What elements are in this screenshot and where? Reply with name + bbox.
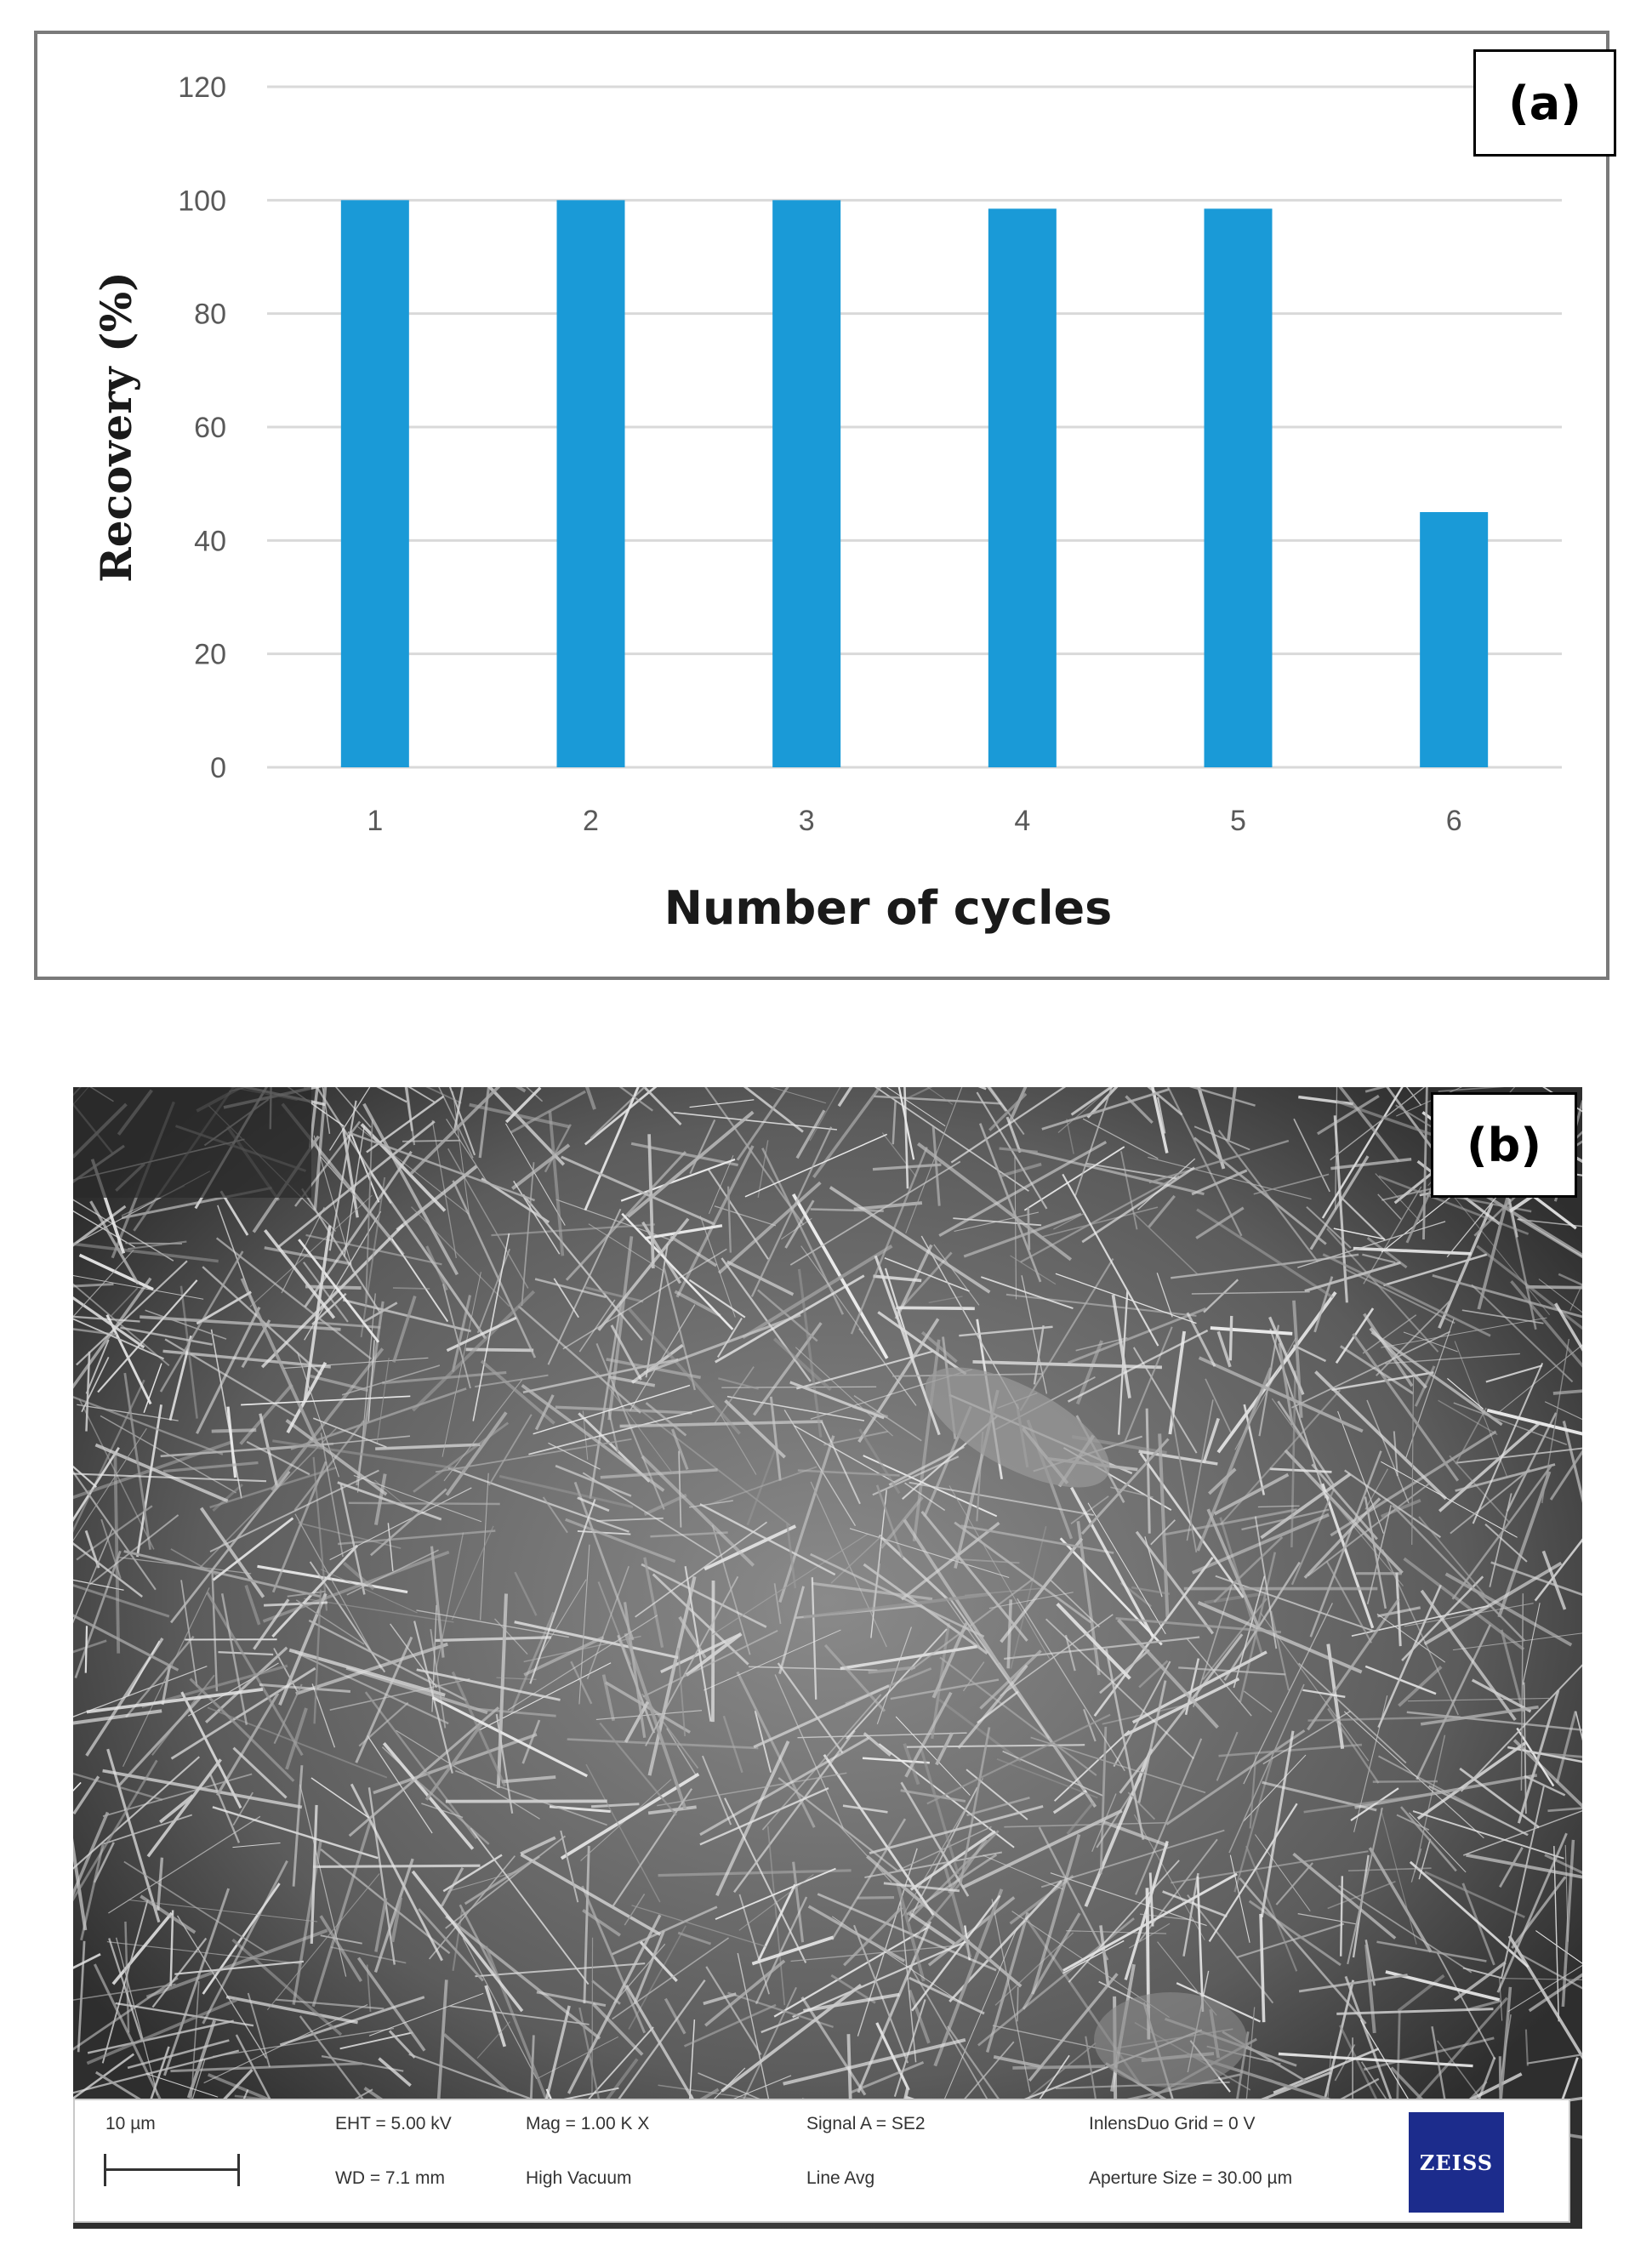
crystal-plate bbox=[925, 1367, 1110, 1488]
y-tick-label: 20 bbox=[194, 639, 226, 671]
signal-readout: Signal A = SE2 bbox=[806, 2114, 926, 2133]
aperture-readout: Aperture Size = 30.00 µm bbox=[1089, 2168, 1293, 2188]
x-axis-label: Number of cycles bbox=[664, 881, 1113, 935]
panel-label-b: (b) bbox=[1431, 1092, 1577, 1198]
mag-readout: Mag = 1.00 K X bbox=[526, 2114, 650, 2133]
x-tick-label: 1 bbox=[367, 805, 383, 837]
sem-panel-b: (b) 10 µm EHT = 5.00 kV WD = 7.1 mm Mag … bbox=[73, 1087, 1582, 2229]
zeiss-logo: ZEISS bbox=[1409, 2112, 1504, 2213]
y-tick-label: 100 bbox=[178, 185, 226, 217]
x-tick-label: 4 bbox=[1014, 805, 1030, 837]
wd-readout: WD = 7.1 mm bbox=[335, 2168, 445, 2188]
x-tick-label: 6 bbox=[1446, 805, 1462, 837]
dark-corner bbox=[73, 1087, 311, 1198]
crystal-plate bbox=[1094, 1992, 1247, 2088]
scale-bar-label: 10 µm bbox=[105, 2114, 156, 2133]
line-avg-readout: Line Avg bbox=[806, 2168, 875, 2188]
bar bbox=[1420, 512, 1489, 767]
bar bbox=[988, 208, 1057, 768]
y-tick-label: 60 bbox=[194, 412, 226, 444]
bar bbox=[556, 200, 625, 768]
y-tick-label: 120 bbox=[178, 71, 226, 104]
x-tick-label: 5 bbox=[1230, 805, 1246, 837]
scale-bar bbox=[104, 2154, 240, 2186]
y-tick-label: 80 bbox=[194, 299, 226, 331]
bar bbox=[772, 200, 841, 768]
x-tick-label: 2 bbox=[583, 805, 599, 837]
y-tick-label: 0 bbox=[210, 752, 226, 784]
y-axis-label: Recovery (%) bbox=[91, 271, 141, 583]
sem-info-bar: 10 µm EHT = 5.00 kV WD = 7.1 mm Mag = 1.… bbox=[73, 2099, 1570, 2223]
x-tick-label: 3 bbox=[799, 805, 815, 837]
vacuum-readout: High Vacuum bbox=[526, 2168, 632, 2188]
sem-micrograph bbox=[73, 1087, 1582, 2229]
eht-readout: EHT = 5.00 kV bbox=[335, 2114, 452, 2133]
chart-panel-a: 0 20 40 60 80 100 120 1 2 3 4 5 6 Number of cycles Rec… bbox=[34, 31, 1616, 980]
bar bbox=[1204, 208, 1273, 768]
y-tick-label: 40 bbox=[194, 525, 226, 557]
bar-chart: 0 20 40 60 80 100 120 1 2 3 4 5 6 Number of cycles Rec… bbox=[91, 71, 1562, 935]
panel-label-a: (a) bbox=[1473, 49, 1616, 157]
grid-readout: InlensDuo Grid = 0 V bbox=[1089, 2114, 1256, 2133]
bar bbox=[340, 200, 409, 768]
